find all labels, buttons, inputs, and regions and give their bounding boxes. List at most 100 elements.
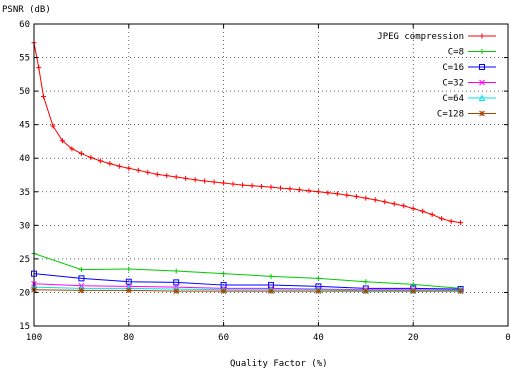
- x-tick-label: 80: [123, 333, 134, 343]
- data-point: [268, 288, 274, 294]
- data-point: [363, 195, 369, 201]
- data-point: [479, 110, 485, 117]
- data-point: [344, 192, 350, 198]
- legend-item: C=8: [448, 48, 496, 58]
- grid-layer: [34, 24, 508, 326]
- y-tick-label: 30: [19, 221, 30, 231]
- data-point: [126, 266, 132, 272]
- data-point: [220, 288, 227, 294]
- legend-item: C=32: [442, 79, 496, 89]
- data-point: [306, 188, 312, 194]
- data-point: [479, 49, 485, 54]
- data-point: [97, 158, 103, 164]
- data-point: [439, 216, 445, 222]
- data-point: [173, 279, 180, 286]
- data-point: [88, 155, 94, 161]
- data-point: [277, 185, 283, 191]
- data-point: [211, 179, 217, 185]
- legend-label: C=16: [442, 63, 464, 73]
- data-point: [173, 174, 179, 180]
- data-point: [458, 220, 464, 226]
- data-point: [410, 206, 416, 212]
- series-line: [33, 289, 461, 292]
- data-point: [145, 169, 151, 175]
- data-point: [221, 180, 227, 186]
- y-tick-label: 55: [19, 54, 30, 64]
- series-line: [33, 273, 461, 290]
- data-point: [401, 203, 407, 209]
- legend-label: C=64: [442, 94, 464, 104]
- series-jpeg-compression: [31, 40, 464, 226]
- data-point: [410, 288, 417, 294]
- data-point: [78, 287, 85, 294]
- data-point: [40, 93, 46, 99]
- series-layer: [30, 40, 464, 294]
- data-point: [107, 161, 113, 167]
- data-point: [230, 181, 236, 187]
- data-point: [240, 182, 246, 188]
- data-point: [429, 212, 435, 218]
- data-point: [50, 123, 56, 129]
- data-point: [173, 288, 180, 294]
- x-axis-label: Quality Factor (%): [230, 359, 328, 369]
- y-tick-label: 45: [19, 121, 30, 131]
- data-point: [457, 288, 464, 294]
- data-point: [249, 183, 255, 189]
- data-point: [125, 278, 132, 285]
- data-point: [479, 79, 485, 86]
- data-point: [372, 197, 378, 203]
- data-point: [479, 64, 485, 70]
- plot-frame: [33, 23, 509, 327]
- series-line: [33, 286, 461, 291]
- y-tick-label: 25: [19, 255, 30, 265]
- x-tick-label: 100: [26, 333, 42, 343]
- data-point: [478, 94, 486, 101]
- x-tick-label: 0: [505, 333, 510, 343]
- data-point: [221, 271, 227, 277]
- data-point: [59, 138, 65, 144]
- series-line: [33, 42, 461, 224]
- data-point: [325, 190, 331, 196]
- legend-item: C=64: [442, 94, 496, 104]
- y-tick-label: 35: [19, 188, 30, 198]
- data-point: [420, 208, 426, 214]
- data-point: [116, 163, 122, 169]
- legend-label: C=8: [448, 48, 464, 58]
- data-point: [78, 275, 85, 282]
- data-point: [192, 177, 198, 183]
- data-point: [268, 184, 274, 190]
- data-point: [173, 268, 179, 274]
- data-point: [164, 173, 170, 179]
- data-point: [268, 273, 274, 279]
- data-point: [382, 199, 388, 205]
- data-point: [362, 288, 369, 294]
- x-tick-label: 20: [408, 333, 419, 343]
- x-tick-label: 40: [313, 333, 324, 343]
- data-point: [78, 151, 84, 157]
- y-tick-label: 50: [19, 87, 30, 97]
- data-point: [315, 275, 321, 281]
- y-tick-label: 60: [19, 20, 30, 30]
- data-point: [363, 279, 369, 285]
- data-point: [448, 218, 454, 224]
- data-point: [259, 183, 265, 189]
- data-point: [287, 186, 293, 192]
- y-tick-label: 20: [19, 288, 30, 298]
- data-point: [69, 146, 75, 152]
- y-axis-label: PSNR (dB): [2, 5, 51, 15]
- ticks-layer: 15 20 25 30 35 40 45 50 55 60 100 80 60 40 20 0: [19, 20, 510, 343]
- y-tick-label: 15: [19, 322, 30, 332]
- y-tick-label: 40: [19, 154, 30, 164]
- legend-label: JPEG compression: [377, 32, 464, 42]
- data-point: [183, 175, 189, 181]
- data-point: [479, 33, 485, 39]
- series-line: [33, 253, 461, 289]
- legend-item: C=128: [437, 110, 496, 120]
- data-point: [135, 167, 141, 173]
- data-point: [391, 201, 397, 207]
- legend-item: JPEG compression: [377, 32, 496, 42]
- legend-item: C=16: [442, 63, 496, 73]
- series-line: [33, 283, 461, 291]
- legend-label: C=128: [437, 110, 464, 120]
